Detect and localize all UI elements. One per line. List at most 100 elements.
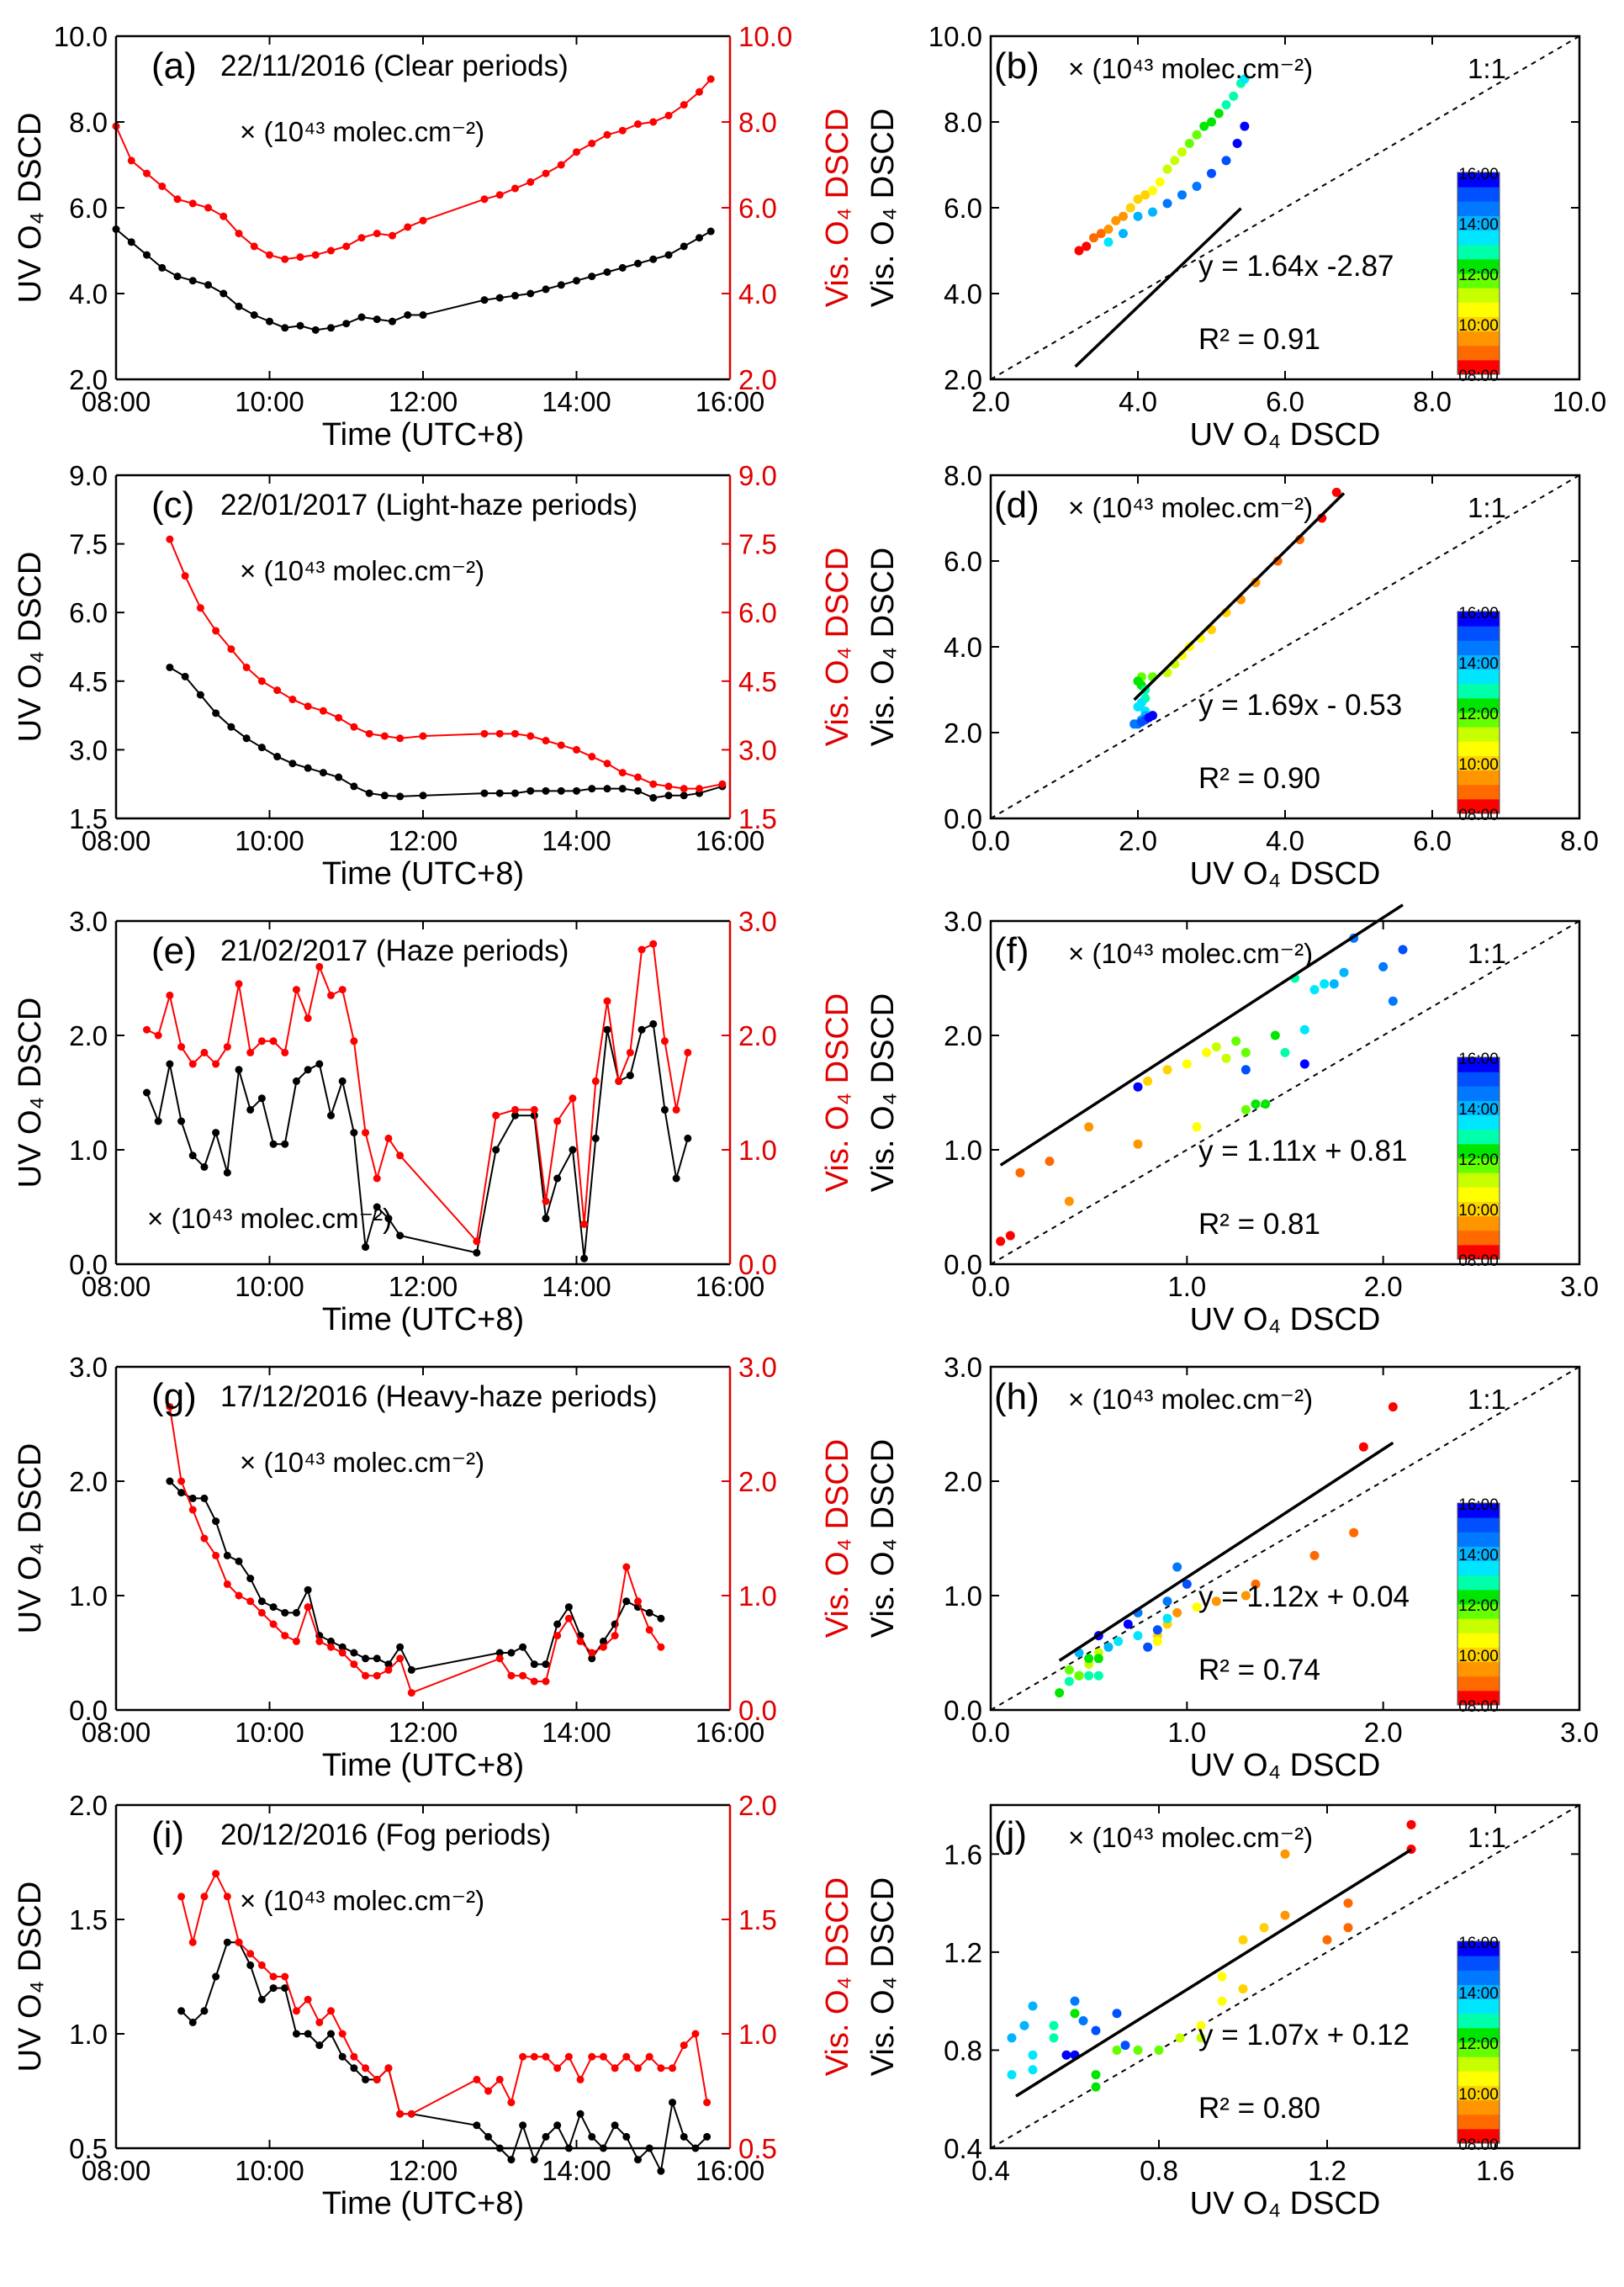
uv-data-point [557, 786, 565, 795]
uv-data-point [220, 289, 228, 298]
vis-data-point [573, 745, 580, 754]
uv-data-point [473, 2121, 481, 2130]
x-tick-label: 1.6 [1476, 2155, 1515, 2186]
x-axis-label: Time (UTC+8) [322, 1302, 524, 1337]
vis-data-point [691, 2030, 700, 2038]
y-tick-label-left: 4.5 [69, 666, 108, 697]
x-tick-label: 3.0 [1560, 1271, 1599, 1302]
colorbar-frame [1457, 1056, 1500, 1260]
colorbar-segment [1457, 1244, 1500, 1260]
y-tick-label-right: 3.0 [738, 906, 777, 937]
vis-data-point [177, 1893, 186, 1901]
uv-data-point [618, 263, 627, 272]
y-tick-label-right: 3.0 [738, 1352, 777, 1383]
uv-data-point [281, 324, 289, 332]
x-axis-label: Time (UTC+8) [322, 856, 524, 892]
one-to-one-line [990, 920, 1580, 1265]
colorbar-segment [1457, 345, 1500, 361]
vis-data-point [292, 986, 300, 994]
uv-data-point [166, 1060, 174, 1068]
vis-data-point [634, 120, 642, 129]
colorbar-label: 08:00 [1458, 2136, 1499, 2154]
regression-line [1133, 492, 1346, 701]
uv-data-point [188, 2018, 197, 2026]
x-axis-label: UV O₄ DSCD [1190, 2186, 1381, 2221]
scatter-point [1154, 2045, 1164, 2055]
vis-data-point [553, 1117, 562, 1125]
colorbar-segment [1457, 1984, 1500, 2000]
plot-frame [989, 1365, 1581, 1712]
colorbar-segment [1457, 1143, 1500, 1159]
scatter-point [1331, 487, 1341, 497]
y-tick-label-left: 2.0 [69, 1466, 108, 1497]
uv-data-point [564, 1603, 573, 1612]
uv-data-point [257, 1094, 266, 1103]
uv-data-point [373, 315, 381, 324]
y-tick-label: 1.6 [944, 1839, 982, 1870]
y-tick-label-left: 0.0 [69, 1695, 108, 1726]
colorbar-segment [1457, 2071, 1500, 2086]
x-tick-label: 14:00 [542, 1717, 611, 1748]
vis-data-point [188, 1060, 197, 1068]
vis-data-point [657, 2064, 665, 2073]
one-to-one-label: 1:1 [1468, 938, 1506, 969]
vis-data-point [569, 1094, 577, 1103]
scatter-point [1103, 237, 1114, 247]
vis-data-point [327, 2007, 335, 2015]
y-tick-label-right: 10.0 [738, 21, 792, 52]
colorbar-label: 16:00 [1458, 605, 1499, 622]
vis-data-point [672, 1105, 680, 1114]
vis-data-point [396, 1151, 405, 1160]
panel-f: 0.0 1.0 2.0 3.0 0.0 1.0 2.0 3.0 16:00 14:00 12:00 1… [865, 903, 1599, 1337]
y-tick-label: 1.0 [944, 1580, 982, 1612]
scatter-point [1162, 1065, 1172, 1075]
scatter-point [1238, 1935, 1248, 1945]
vis-data-point [311, 251, 320, 259]
vis-data-point [373, 230, 381, 238]
uv-data-point [223, 1551, 231, 1559]
uv-data-point [177, 1489, 186, 1497]
vis-data-point [235, 1938, 243, 1946]
y-tick-label-left: 7.5 [69, 529, 108, 560]
y-tick-label-right: 6.0 [738, 193, 777, 224]
x-tick-label: 08:00 [82, 2155, 151, 2186]
scatter-point [1148, 711, 1157, 721]
panel-h: 0.0 1.0 2.0 3.0 0.0 1.0 2.0 3.0 16:00 14:00 12:00 1… [865, 1352, 1599, 1783]
vis-data-point [384, 2064, 393, 2073]
vis-data-point [204, 204, 212, 212]
uv-data-point [335, 773, 343, 781]
vis-data-point [519, 1671, 527, 1680]
uv-data-point [626, 1072, 634, 1080]
x-tick-label: 10.0 [1553, 386, 1606, 417]
y-tick-label-right: 8.0 [738, 107, 777, 138]
colorbar-segment [1457, 1187, 1500, 1202]
uv-data-point [166, 663, 174, 671]
vis-data-point [384, 1134, 393, 1142]
uv-data-point [542, 1660, 550, 1669]
colorbar-segment [1457, 626, 1500, 641]
scatter-point [1406, 1819, 1416, 1829]
colorbar-label: 12:00 [1458, 1597, 1499, 1615]
y-tick-label: 8.0 [944, 460, 982, 491]
scatter-point [1217, 1996, 1227, 2006]
vis-data-point [526, 177, 535, 186]
colorbar-label: 14:00 [1458, 1547, 1499, 1564]
uv-data-point [511, 292, 519, 300]
uv-data-point [396, 1231, 405, 1240]
scatter-point [1270, 1030, 1280, 1040]
colorbar-segment [1457, 2099, 1500, 2115]
vis-data-point [684, 1048, 692, 1056]
uv-data-point [196, 691, 204, 699]
panel-label: (e) [151, 930, 197, 971]
y-tick-label-right: 6.0 [738, 597, 777, 628]
uv-data-point [338, 2052, 346, 2061]
vis-data-point [338, 986, 346, 994]
uv-data-point [327, 1111, 335, 1120]
uv-data-point [188, 277, 197, 285]
colorbar-segment [1457, 1604, 1500, 1619]
colorbar-label: 08:00 [1458, 807, 1499, 824]
x-tick-label: 10:00 [235, 386, 304, 417]
y-axis-label-left: UV O₄ DSCD [13, 1443, 48, 1634]
vis-data-point [246, 1597, 255, 1606]
y-tick-label-right: 1.0 [738, 1135, 777, 1166]
